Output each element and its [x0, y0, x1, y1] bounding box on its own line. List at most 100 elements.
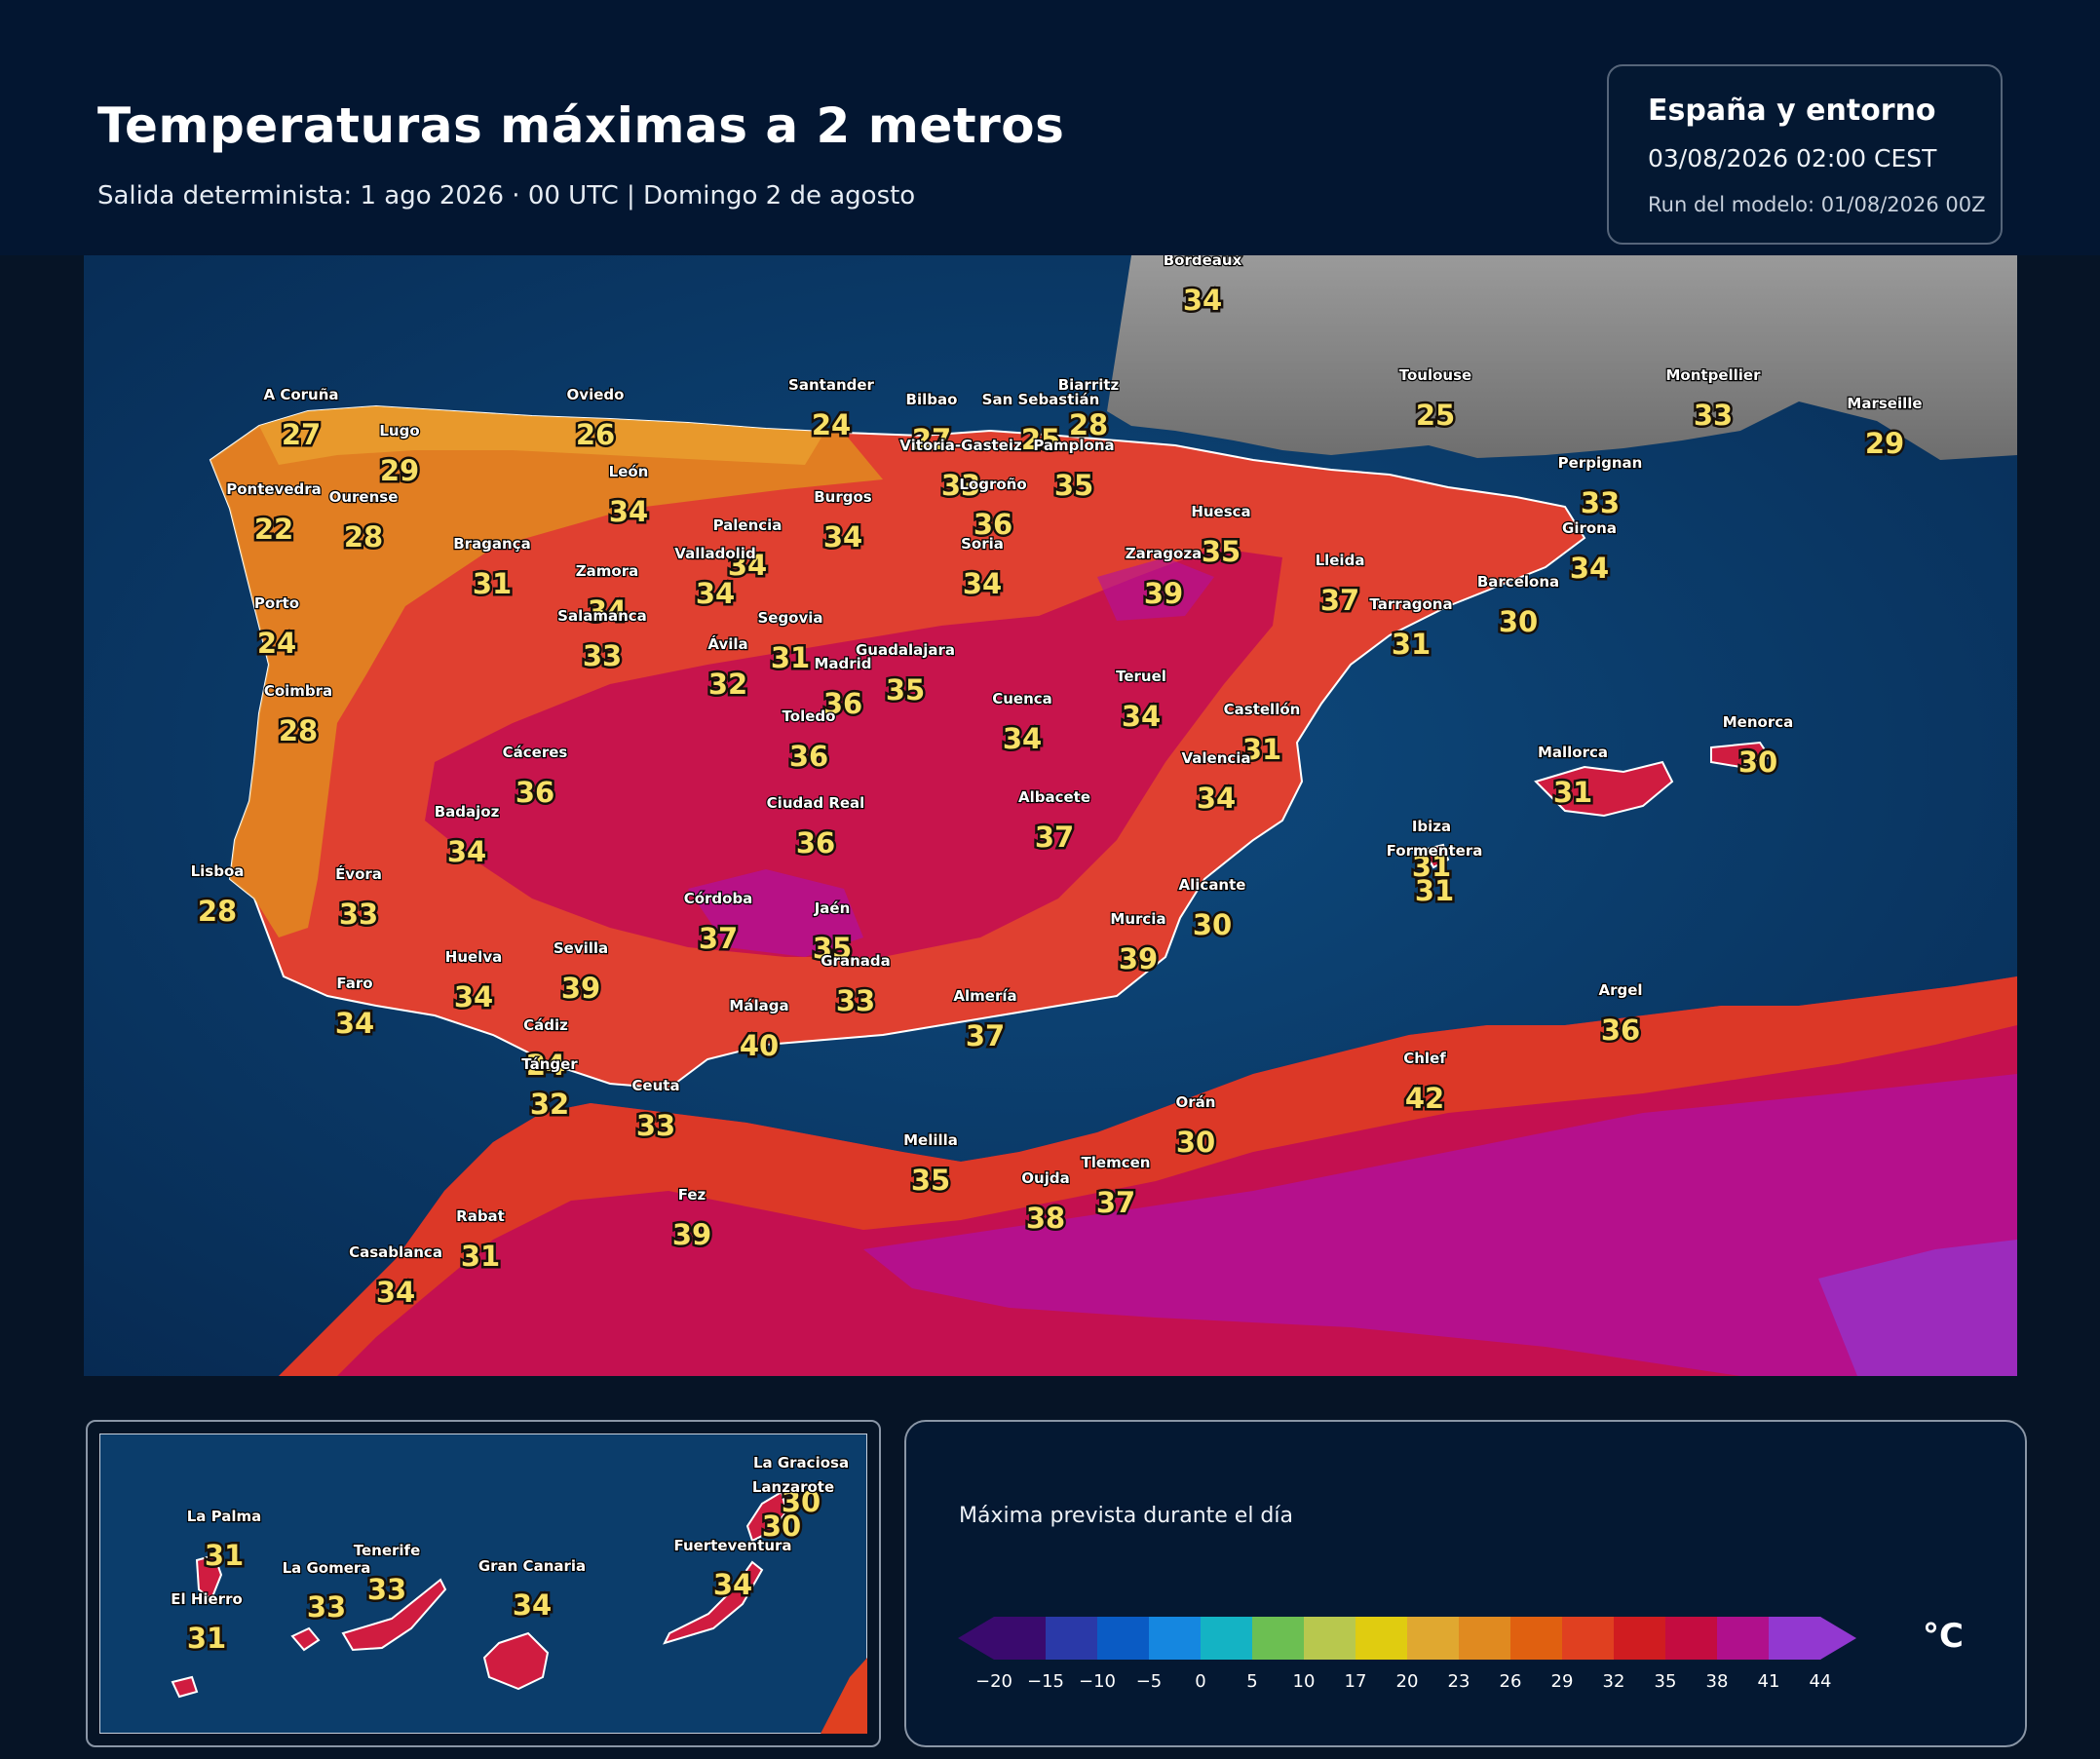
city-temperature: 31 [771, 641, 810, 674]
city-zaragoza: Zaragoza 39 [1125, 544, 1203, 613]
city-logrono: Logroño 36 [958, 475, 1028, 544]
island-temperature: 33 [307, 1590, 346, 1624]
city-bilbao: Bilbao 27 [904, 390, 958, 459]
scale-tick-label: 10 [1293, 1671, 1316, 1692]
scale-tick-label: 38 [1706, 1671, 1729, 1692]
peak-zone-east [1818, 1240, 2017, 1376]
city-leon: León 34 [606, 462, 650, 531]
legend-title: Máxima prevista durante el día [959, 1504, 1293, 1528]
city-menorca: Menorca 30 [1722, 712, 1795, 782]
city-temperature: 30 [1499, 605, 1538, 638]
city-name: Soria [961, 535, 1004, 553]
scale-swatch [1149, 1617, 1202, 1660]
city-temperature: 31 [1415, 874, 1454, 907]
city-temperature: 25 [1416, 399, 1455, 432]
city-temperature: 33 [583, 639, 622, 672]
city-temperature: 35 [911, 1164, 950, 1197]
city-oviedo: Oviedo 26 [565, 385, 625, 454]
city-chlef: Chlef 42 [1402, 1049, 1447, 1118]
city-temperature: 32 [708, 668, 747, 701]
city-avila: Ávila 32 [706, 633, 749, 704]
city-bordeaux: Bordeaux 34 [1163, 255, 1243, 320]
city-temperature: 31 [473, 567, 512, 600]
city-temperature: 39 [1144, 577, 1183, 610]
island-name: Gran Canaria [478, 1557, 586, 1575]
legend-unit: °C [1923, 1617, 1964, 1656]
city-argel: Argel 36 [1597, 980, 1643, 1050]
city-oran: Orán 30 [1173, 1092, 1217, 1162]
la-palma-island [195, 1553, 223, 1601]
city-temperature: 24 [257, 627, 296, 660]
city-name: Orán [1176, 1093, 1216, 1111]
scale-tick-label: −20 [975, 1671, 1012, 1692]
city-temperature: 34 [335, 1007, 374, 1040]
legend-panel: Máxima prevista durante el día −20 −15 −10… [904, 1420, 2027, 1747]
lanzarote-island [745, 1490, 788, 1543]
city-ceuta: Ceuta 33 [630, 1076, 681, 1145]
city-name: Burgos [814, 488, 872, 506]
city-name: Vitoria-Gasteiz [899, 437, 1022, 454]
header-bar: Temperaturas máximas a 2 metros Salida d… [0, 0, 2100, 255]
city-name: Madrid [814, 655, 871, 672]
city-ibiza: Ibiza 31 [1409, 817, 1453, 886]
city-soria: Soria 34 [960, 534, 1005, 603]
city-tarragona: Tarragona 31 [1368, 594, 1454, 664]
scale-swatch [1614, 1617, 1666, 1660]
la-gomera-island [290, 1626, 321, 1652]
city-burgos: Burgos 34 [813, 487, 873, 556]
city-porto: Porto 24 [253, 593, 301, 663]
city-temperature: 42 [1405, 1082, 1444, 1115]
hot-peak-zone [688, 869, 863, 957]
legend-layer: −20 −15 −10 −5 0 5 10 17 20 23 26 29 32 35 38 41 44 [958, 1617, 1856, 1692]
city-montpellier: Montpellier 33 [1664, 365, 1762, 435]
city-name: Huesca [1191, 503, 1250, 520]
city-jaen: Jaén 35 [810, 899, 854, 968]
city-lugo: Lugo 29 [377, 421, 421, 490]
city-ciudad-real: Ciudad Real 36 [765, 793, 865, 862]
city-name: Ceuta [631, 1077, 679, 1094]
city-temperature: 36 [789, 740, 828, 773]
scale-tick-label: 35 [1655, 1671, 1677, 1692]
city-name: Teruel [1116, 668, 1166, 685]
city-madrid: Madrid 36 [813, 654, 872, 723]
island-name: Tenerife [354, 1542, 421, 1559]
sahara-hot-zone [863, 1074, 2017, 1376]
island-name: El Hierro [171, 1590, 243, 1608]
city-name: Marseille [1847, 395, 1922, 412]
city-temperature: 31 [1412, 850, 1451, 883]
city-name: Fez [678, 1186, 706, 1204]
city-temperature: 28 [1069, 408, 1108, 441]
city-name: Salamanca [557, 607, 647, 625]
scale-arrow-low [958, 1617, 994, 1660]
scale-tick-label: 5 [1246, 1671, 1257, 1692]
city-palencia: Palencia 34 [711, 516, 783, 585]
city-name: Barcelona [1477, 573, 1559, 591]
city-segovia: Segovia 31 [756, 608, 823, 677]
hot-interior-zone [425, 548, 1282, 957]
city-cuenca: Cuenca 34 [991, 689, 1053, 758]
city-santander: Santander 24 [787, 375, 876, 444]
city-temperature: 34 [1570, 552, 1609, 585]
island-la-gomera: La Gomera 33 [281, 1558, 371, 1626]
city-name: Murcia [1110, 910, 1165, 928]
ibiza-island [1422, 843, 1450, 869]
city-caceres: Cáceres 36 [501, 743, 568, 812]
city-temperature: 36 [796, 826, 835, 860]
city-name: Girona [1562, 519, 1617, 537]
island-temperature: 34 [713, 1568, 752, 1601]
city-name: Segovia [757, 609, 822, 627]
city-name: Palencia [713, 516, 783, 534]
city-temperature: 25 [1021, 423, 1060, 456]
city-temperature: 34 [1183, 284, 1222, 317]
city-melilla: Melilla 35 [902, 1130, 959, 1200]
city-name: Biarritz [1058, 376, 1120, 394]
city-name: Córdoba [684, 890, 753, 907]
temperature-map: Bordeaux 34 A Coruña 27 Oviedo 26 Santander 24 B… [84, 255, 2017, 1376]
scale-swatch [1304, 1617, 1356, 1660]
city-a-coruna: A Coruña 27 [262, 385, 339, 454]
city-name: Granada [821, 952, 891, 970]
city-valladolid: Valladolid 34 [673, 544, 757, 613]
city-temperature: 35 [813, 932, 852, 965]
island-la-graciosa: La Graciosa 30 [752, 1453, 851, 1521]
city-name: Chlef [1403, 1050, 1446, 1067]
